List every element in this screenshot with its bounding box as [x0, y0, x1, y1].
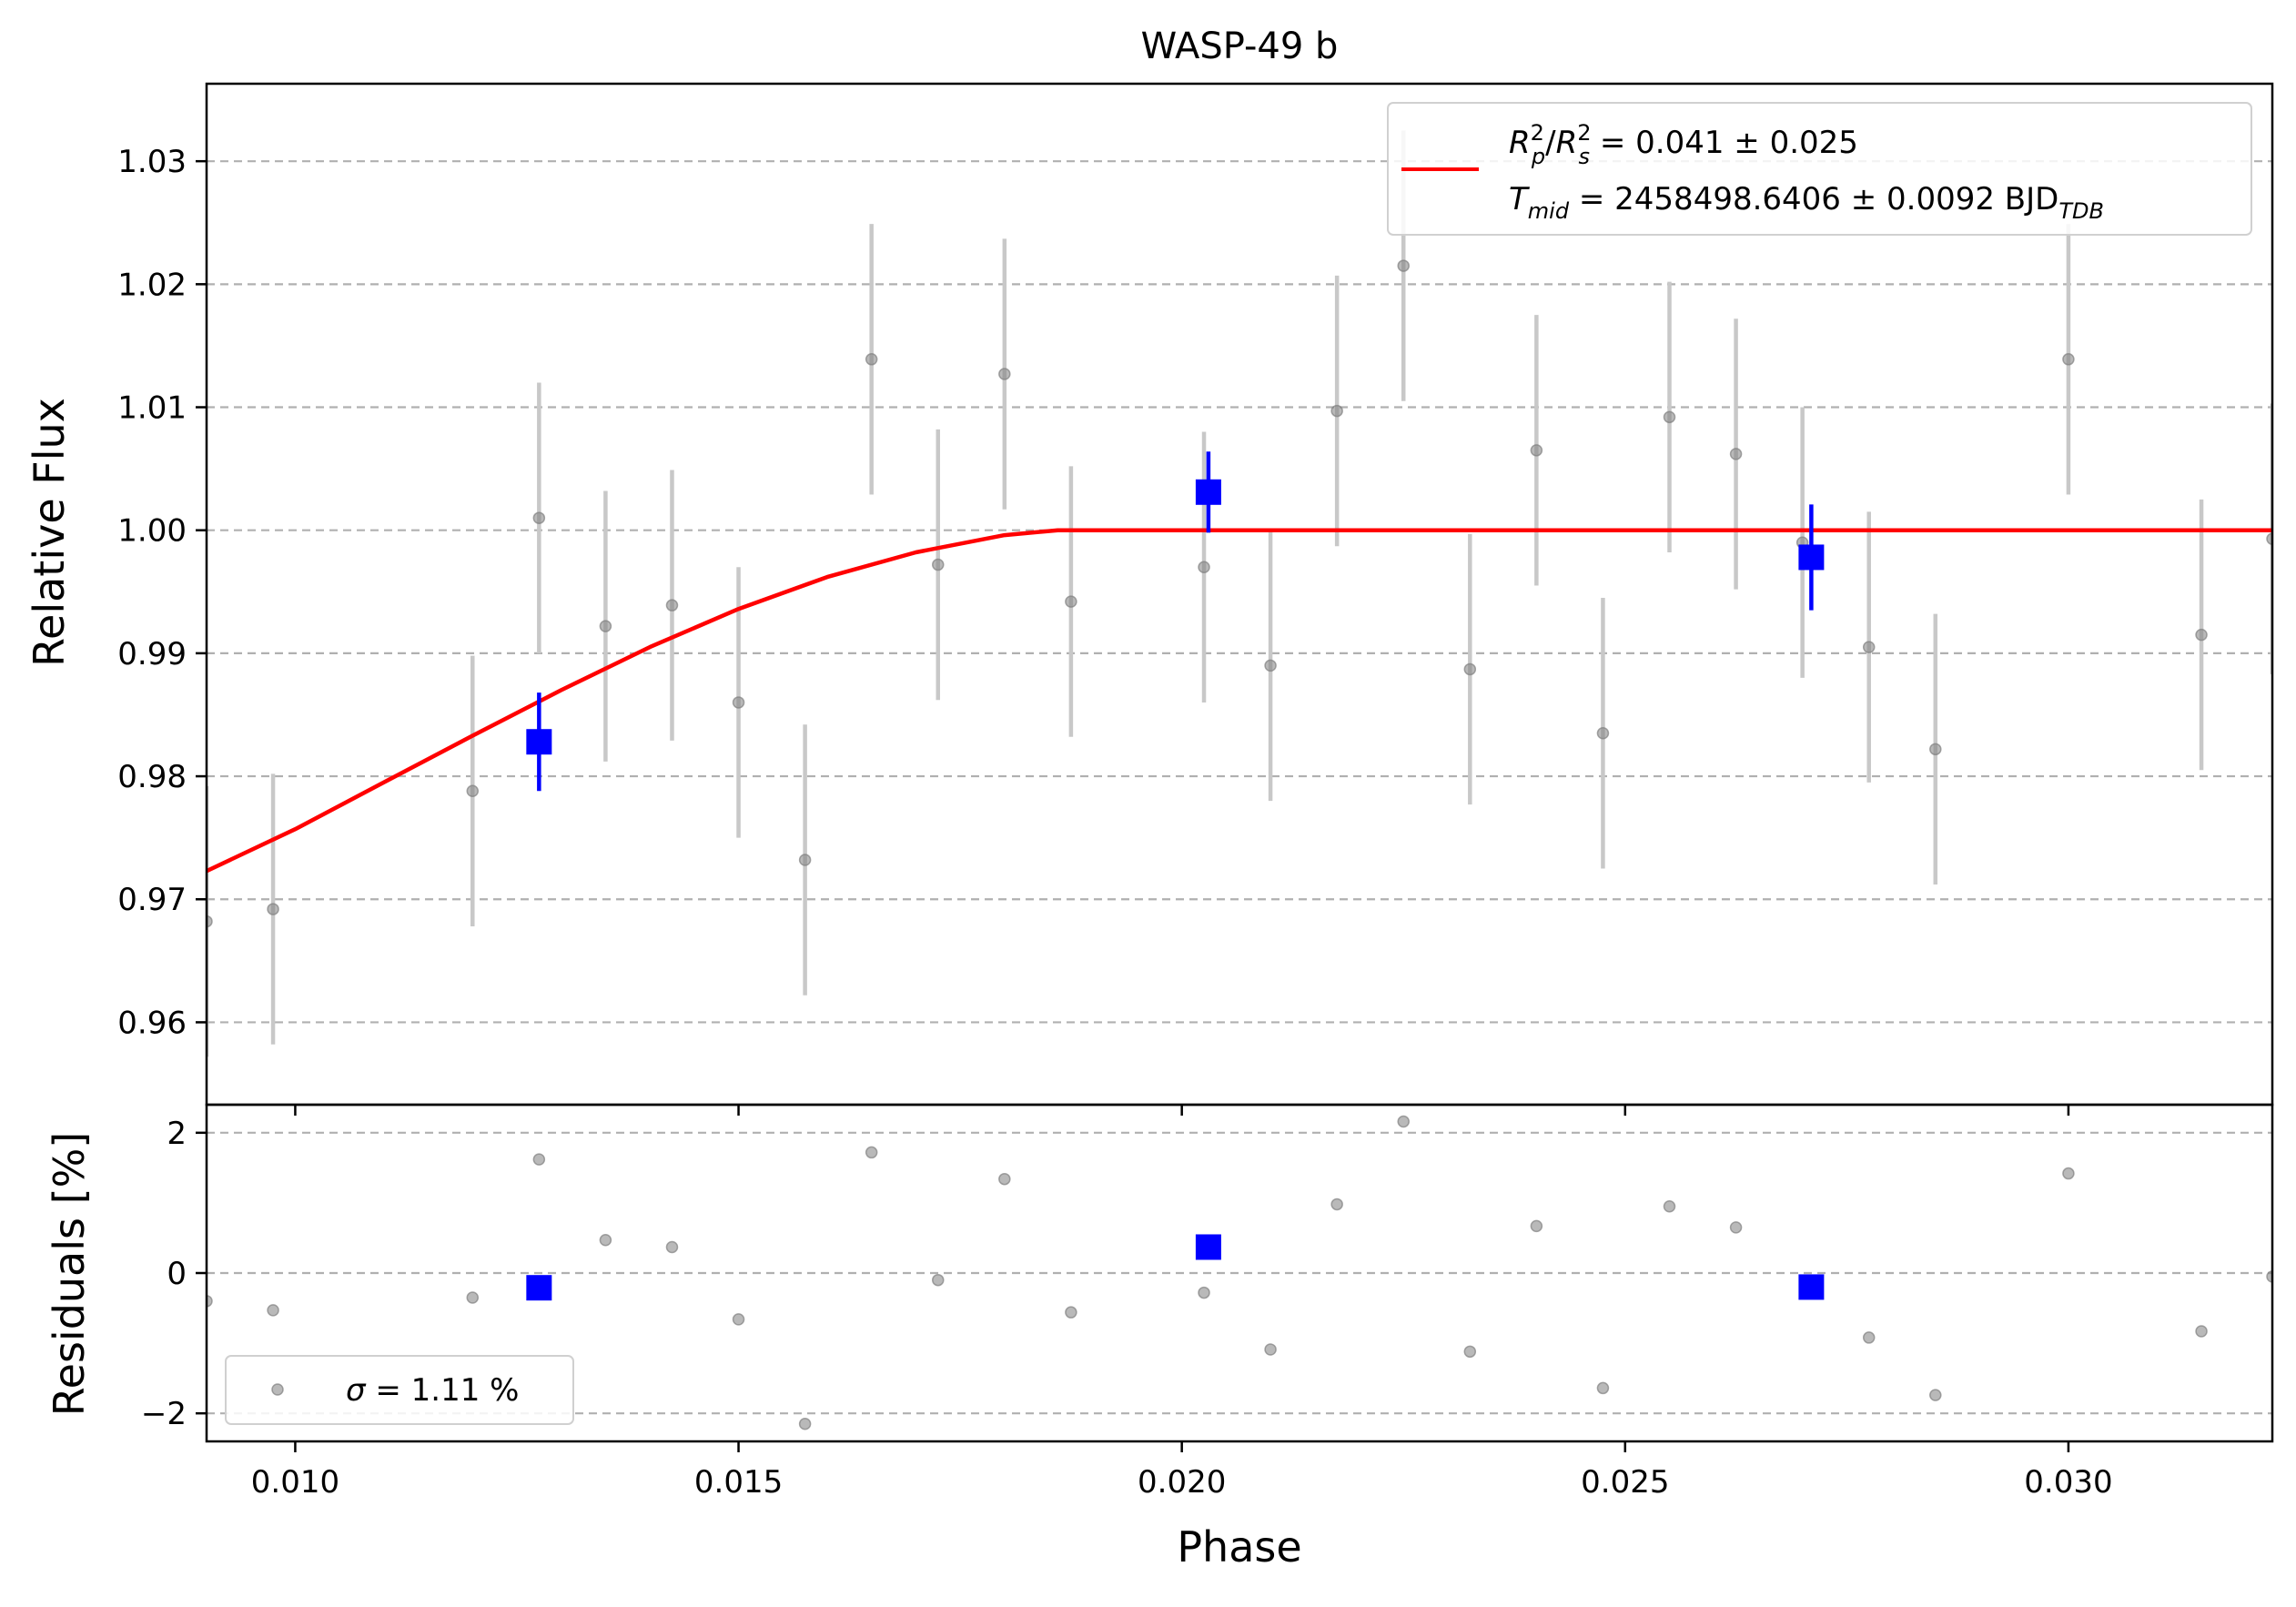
legend-depth-text: R2 p/R2 s = 0.041 ± 0.025: [1509, 120, 1858, 169]
raw-flux-point: [1463, 662, 1477, 676]
raw-flux-point: [2266, 532, 2272, 545]
flux-y-tick-label: 1.03: [117, 144, 187, 180]
raw-flux-point: [532, 511, 546, 524]
raw-flux-point: [1729, 448, 1743, 460]
raw-flux-point: [732, 696, 745, 709]
raw-residual-point: [998, 1172, 1011, 1186]
raw-flux-point: [932, 558, 945, 571]
residuals-y-tick-label: 2: [167, 1116, 187, 1152]
flux-y-tick-label: 0.98: [117, 759, 187, 795]
binned-residual-point: [526, 1275, 552, 1301]
transit-model-line: [207, 528, 2272, 874]
raw-residual-point: [1929, 1389, 1942, 1401]
raw-flux-point: [1264, 659, 1277, 672]
raw-residual-point: [1065, 1306, 1077, 1319]
binned-flux-point: [1195, 479, 1221, 505]
raw-residual-point: [1397, 1115, 1410, 1128]
residuals-y-tick-label: −2: [141, 1396, 187, 1432]
raw-residual-point: [798, 1417, 812, 1430]
raw-flux-point: [2062, 353, 2075, 366]
raw-residual-point: [1463, 1345, 1477, 1359]
raw-flux-point: [207, 915, 213, 928]
residuals-plot-area: [207, 1115, 2272, 1430]
flux-legend-box: [1387, 102, 2252, 236]
raw-flux-point: [1862, 641, 1876, 653]
raw-flux-point: [1530, 444, 1543, 457]
raw-flux-point: [267, 903, 279, 915]
raw-residual-point: [267, 1304, 279, 1317]
raw-residual-point: [665, 1240, 679, 1254]
raw-residual-point: [932, 1273, 945, 1287]
raw-flux-point: [1330, 404, 1343, 418]
flux-panel-background: [207, 84, 2272, 1105]
raw-residual-point: [2195, 1325, 2208, 1338]
legend-tmid-text: Tmid = 2458498.6406 ± 0.0092 BJDTDB: [1509, 181, 2104, 224]
raw-flux-point: [1397, 259, 1410, 272]
residuals-legend-box: [225, 1355, 574, 1425]
x-tick-label: 0.020: [1138, 1464, 1226, 1501]
x-tick-label: 0.030: [2024, 1464, 2112, 1501]
flux-y-tick-label: 1.01: [117, 390, 187, 427]
binned-residual-point: [1195, 1234, 1221, 1260]
raw-residual-point: [207, 1295, 213, 1308]
flux-y-tick-label: 1.02: [117, 267, 187, 303]
raw-residual-point: [2266, 1270, 2272, 1283]
raw-flux-point: [599, 620, 612, 632]
raw-residual-point: [1530, 1219, 1543, 1233]
raw-flux-point: [1065, 595, 1077, 608]
chart-title: WASP-49 b: [1141, 25, 1339, 67]
raw-flux-point: [1663, 410, 1676, 424]
binned-residual-point: [1798, 1274, 1825, 1300]
raw-residual-point: [1264, 1343, 1277, 1356]
raw-residual-point: [532, 1153, 546, 1166]
flux-y-tick-label: 0.97: [117, 882, 187, 918]
raw-residual-point: [732, 1313, 745, 1326]
raw-flux-point: [865, 353, 878, 366]
binned-flux-point: [526, 729, 552, 755]
raw-residual-point: [1729, 1221, 1743, 1234]
raw-residual-point: [1663, 1200, 1676, 1213]
legend-sigma-text: σ = 1.11 %: [346, 1372, 519, 1409]
raw-residual-point: [2062, 1167, 2075, 1180]
flux-y-tick-label: 0.96: [117, 1005, 187, 1041]
raw-residual-point: [1596, 1381, 1610, 1395]
raw-residual-point: [1862, 1331, 1876, 1344]
raw-flux-point: [998, 368, 1011, 380]
flux-y-axis-title: Relative Flux: [25, 398, 74, 667]
raw-residual-point: [865, 1146, 878, 1159]
raw-flux-point: [798, 854, 812, 866]
raw-flux-point: [1198, 561, 1210, 574]
x-tick-label: 0.015: [694, 1464, 783, 1501]
raw-residual-point: [1330, 1198, 1343, 1211]
flux-y-tick-label: 1.00: [117, 513, 187, 550]
flux-plot-area: [207, 130, 2272, 1057]
legend-residual-marker: [271, 1383, 284, 1396]
x-tick-label: 0.025: [1581, 1464, 1669, 1501]
axis-ticks: 0.96 0.97 0.98 0.99 1.00 1.01 1.02 1.03 −2 0 2 0.01…: [117, 144, 2112, 1501]
raw-flux-point: [2195, 628, 2208, 642]
raw-flux-point: [466, 784, 480, 798]
flux-legend: R2 p/R2 s = 0.041 ± 0.025 Tmid = 2458498.6…: [1387, 102, 2252, 236]
residuals-y-tick-label: 0: [167, 1256, 187, 1292]
raw-residual-point: [466, 1291, 480, 1304]
x-axis-title: Phase: [1177, 1522, 1301, 1572]
binned-flux-point: [1798, 544, 1825, 571]
raw-flux-point: [665, 599, 679, 611]
residuals-legend: σ = 1.11 %: [225, 1355, 574, 1425]
raw-residual-point: [1198, 1286, 1210, 1299]
x-tick-label: 0.010: [251, 1464, 339, 1501]
raw-flux-point: [1596, 727, 1610, 740]
raw-flux-point: [1929, 743, 1942, 756]
flux-y-tick-label: 0.99: [117, 636, 187, 672]
residuals-y-axis-title: Residuals [%]: [45, 1132, 94, 1416]
raw-residual-point: [599, 1234, 612, 1247]
